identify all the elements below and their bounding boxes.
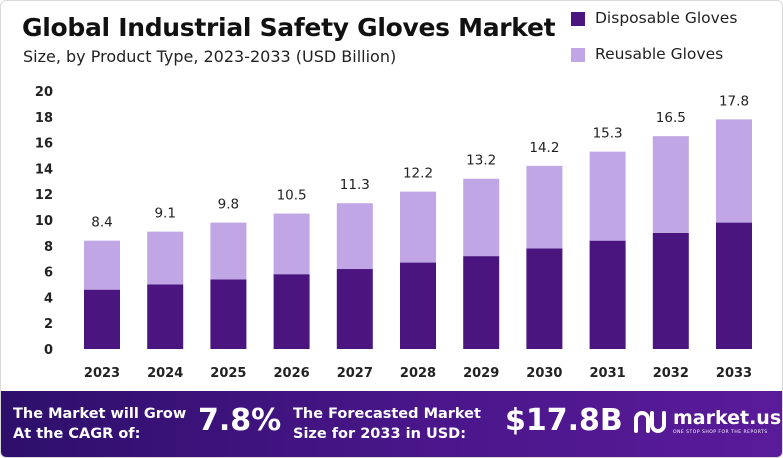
bar-reusable — [84, 240, 120, 290]
forecast-caption-line1: The Forecasted Market — [293, 406, 481, 422]
x-tick-label: 2033 — [716, 366, 752, 381]
bar-reusable — [463, 178, 500, 257]
y-tick-label: 10 — [35, 214, 53, 229]
legend-label-reusable: Reusable Gloves — [595, 45, 724, 63]
bar-disposable — [336, 269, 373, 349]
cagr-caption: The Market will Grow At the CAGR of: — [13, 404, 186, 444]
y-tick-label: 8 — [44, 240, 53, 255]
x-tick-label: 2027 — [337, 366, 373, 381]
y-tick-label: 4 — [44, 291, 53, 306]
total-data-label: 8.4 — [91, 215, 112, 231]
cagr-caption-line1: The Market will Grow — [13, 406, 187, 422]
bar-reusable — [652, 136, 689, 233]
x-tick-label: 2024 — [147, 366, 183, 381]
total-data-label: 9.8 — [218, 197, 239, 213]
total-data-label: 16.5 — [656, 110, 686, 126]
y-tick-label: 0 — [44, 343, 53, 358]
bar-disposable — [526, 248, 563, 349]
total-data-label: 12.2 — [403, 166, 433, 182]
total-data-label: 9.1 — [154, 206, 175, 222]
cagr-caption-line2: At the CAGR of: — [13, 426, 141, 442]
bar-reusable — [147, 231, 184, 285]
x-tick-label: 2023 — [84, 366, 120, 381]
market-us-logo-icon — [634, 411, 666, 433]
bar-reusable — [336, 203, 373, 270]
legend-label-disposable: Disposable Gloves — [595, 9, 738, 27]
chart-title: Global Industrial Safety Gloves Market — [22, 13, 556, 42]
y-tick-label: 6 — [44, 266, 53, 281]
legend-swatch-disposable — [571, 12, 585, 26]
total-data-label: 15.3 — [593, 126, 623, 142]
brand-logo: market.us ONE STOP SHOP FOR THE REPORTS — [633, 407, 781, 439]
total-data-label: 13.2 — [466, 153, 496, 169]
x-tick-label: 2025 — [210, 366, 246, 381]
y-tick-label: 20 — [35, 85, 53, 100]
cagr-value: 7.8% — [198, 403, 282, 438]
y-tick-label: 2 — [44, 317, 53, 332]
y-tick-label: 12 — [35, 188, 53, 203]
forecast-caption-line2: Size for 2033 in USD: — [293, 426, 467, 442]
total-data-label: 10.5 — [277, 188, 307, 204]
bar-reusable — [589, 151, 626, 241]
y-tick-label: 16 — [35, 137, 53, 152]
x-tick-label: 2029 — [463, 366, 499, 381]
x-tick-label: 2026 — [274, 366, 310, 381]
forecast-value: $17.8B — [505, 403, 623, 438]
bar-reusable — [273, 213, 310, 275]
footer-banner: The Market will Grow At the CAGR of: 7.8… — [1, 391, 782, 457]
chart-subtitle: Size, by Product Type, 2023-2033 (USD Bi… — [23, 47, 397, 66]
total-data-label: 17.8 — [719, 93, 749, 109]
y-tick-label: 14 — [35, 162, 53, 177]
bar-disposable — [273, 274, 310, 349]
logo-tagline: ONE STOP SHOP FOR THE REPORTS — [673, 430, 768, 435]
bar-disposable — [400, 262, 436, 349]
y-tick-label: 18 — [35, 111, 53, 126]
bar-disposable — [84, 289, 120, 349]
bar-reusable — [210, 222, 247, 280]
bar-disposable — [210, 279, 247, 349]
bar-reusable — [400, 191, 436, 263]
total-data-label: 14.2 — [529, 140, 559, 156]
bar-reusable — [716, 119, 752, 223]
forecast-caption: The Forecasted Market Size for 2033 in U… — [293, 404, 481, 444]
legend-swatch-reusable — [571, 48, 585, 62]
bar-disposable — [652, 232, 689, 349]
total-data-label: 11.3 — [340, 177, 370, 193]
bar-disposable — [589, 240, 626, 349]
chart-plot: 0 2 4 6 8 10 12 14 16 18 20 8.4 2023 9.1 2024 9.8 2025 10… — [35, 85, 752, 381]
bar-disposable — [463, 256, 500, 349]
x-tick-label: 2030 — [526, 366, 562, 381]
x-tick-label: 2028 — [400, 366, 436, 381]
bar-reusable — [526, 165, 563, 249]
bar-disposable — [147, 284, 184, 349]
logo-wordmark: market.us — [673, 407, 782, 429]
bar-disposable — [716, 222, 752, 349]
x-tick-label: 2032 — [653, 366, 689, 381]
x-tick-label: 2031 — [590, 366, 626, 381]
